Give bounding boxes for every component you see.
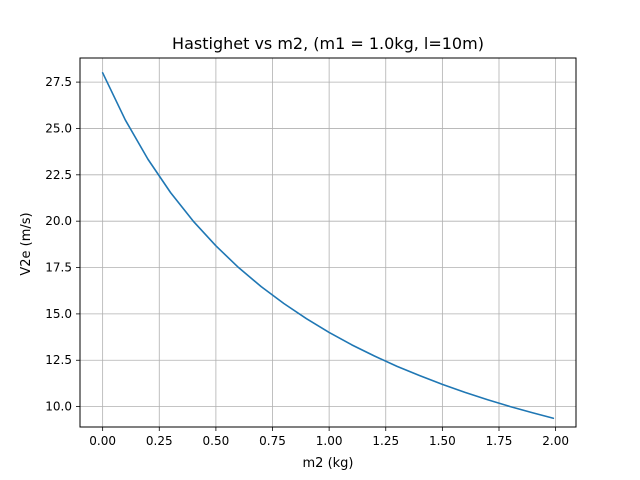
x-tick-label: 0.50 — [203, 434, 230, 448]
y-tick-label: 20.0 — [45, 214, 72, 228]
x-tick-label: 0.75 — [259, 434, 286, 448]
x-tick-label: 1.25 — [372, 434, 399, 448]
y-tick-label: 22.5 — [45, 168, 72, 182]
grid — [80, 58, 576, 427]
x-tick-label: 1.75 — [486, 434, 513, 448]
y-tick-label: 25.0 — [45, 121, 72, 135]
x-tick-label: 1.50 — [429, 434, 456, 448]
x-tick-label: 2.00 — [542, 434, 569, 448]
x-tick-label: 0.00 — [89, 434, 116, 448]
series-layer — [101, 72, 555, 420]
plot-frame — [79, 57, 577, 428]
y-tick-label: 17.5 — [45, 261, 72, 275]
x-axis-label: m2 (kg) — [303, 456, 354, 471]
series-line — [101, 72, 555, 420]
x-tick-label: 1.00 — [316, 434, 343, 448]
y-tick-label: 27.5 — [45, 75, 72, 89]
y-tick-label: 15.0 — [45, 307, 72, 321]
x-axis-ticks: 0.00 0.25 0.50 0.75 1.00 1.25 1.50 1.75 2.00 — [89, 427, 569, 448]
chart-title: Hastighet vs m2, (m1 = 1.0kg, l=10m) — [172, 34, 484, 53]
y-axis-ticks: 10.0 12.5 15.0 17.5 20.0 22.5 25.0 27.5 — [45, 75, 80, 414]
y-tick-label: 10.0 — [45, 400, 72, 414]
x-tick-label: 0.25 — [146, 434, 173, 448]
y-axis-label: V2e (m/s) — [19, 212, 34, 275]
y-tick-label: 12.5 — [45, 353, 72, 367]
